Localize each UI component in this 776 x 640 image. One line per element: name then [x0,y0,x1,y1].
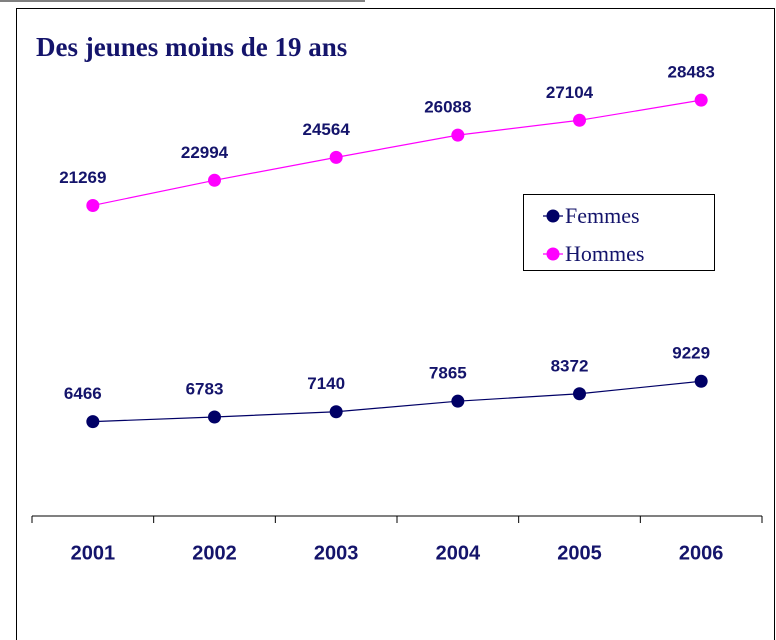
data-point [208,173,221,187]
x-tick-label: 2005 [557,542,602,564]
data-label: 6466 [64,384,102,403]
chart-title: Des jeunes moins de 19 ans [36,32,347,62]
data-label: 28483 [668,63,715,82]
legend-label: Femmes [565,203,640,228]
data-label: 22994 [181,143,229,162]
data-label: 8372 [551,356,589,375]
series-line [92,380,702,423]
data-point [694,93,708,107]
data-point [573,113,586,127]
series-line [92,99,702,207]
data-point [208,410,221,424]
data-label: 24564 [303,120,351,139]
x-tick-label: 2006 [679,542,724,564]
data-point [573,387,586,401]
x-tick-label: 2001 [71,542,116,564]
x-tick-label: 2002 [192,542,237,564]
legend-marker [546,247,560,261]
data-point [451,394,465,408]
data-point [329,405,343,419]
data-label: 7140 [307,374,345,393]
data-label: 21269 [59,168,106,187]
data-point [86,415,100,429]
data-point [451,128,465,142]
frame [16,8,775,640]
data-label: 9229 [672,344,710,363]
data-point [86,198,100,212]
legend-box [523,194,715,271]
data-label: 7865 [429,364,467,383]
data-point [694,374,708,388]
x-tick-label: 2003 [314,542,359,564]
data-label: 27104 [546,83,594,102]
legend-marker [546,209,560,223]
x-tick-label: 2004 [436,542,481,564]
data-label: 6783 [186,379,224,398]
legend-label: Hommes [565,241,644,266]
data-label: 26088 [424,98,471,117]
data-point [329,150,343,164]
